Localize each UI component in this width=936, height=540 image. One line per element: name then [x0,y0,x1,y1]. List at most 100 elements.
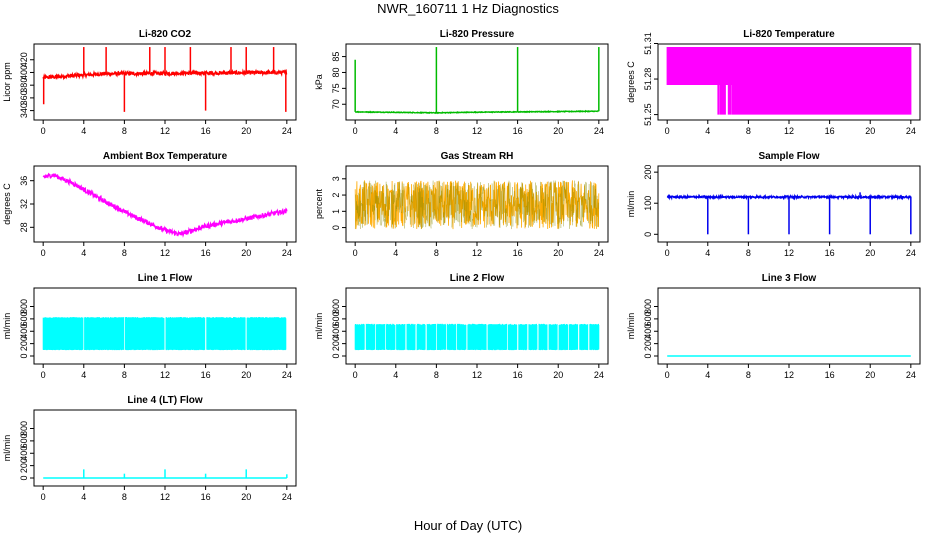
panel-pressure: Li-820 Pressure kPa 0 4 8 12 16 20 24 70 75 80 85 [314,29,609,136]
y-tick-label: 800 [19,421,29,436]
plot-frame [657,287,921,365]
series-ambient [42,172,288,238]
panel-line2: Line 2 Flow ml/min 0 4 8 12 16 20 24 0 20040060080… [314,273,609,380]
y-tick-label: 70 [331,99,341,109]
x-tick-label: 4 [393,126,398,136]
x-tick-label: 24 [906,370,916,380]
panel-title: Gas Stream RH [441,151,514,162]
y-tick-label: 400 [331,324,341,339]
y-tick-label: 200 [643,336,653,351]
y-tick-label: 0 [643,354,653,359]
x-tick-label: 0 [41,370,46,380]
x-tick-label: 16 [513,370,523,380]
y-tick-label: 360 [19,90,29,105]
x-tick-label: 24 [594,126,604,136]
panel-title: Sample Flow [758,151,819,162]
x-tick-label: 20 [553,248,563,258]
panel-title: Li-820 CO2 [139,29,192,40]
y-tick-label: 200 [643,165,653,180]
x-tick-label: 12 [784,126,794,136]
x-tick-label: 8 [434,370,439,380]
y-tick-label: 800 [643,299,653,314]
x-tick-label: 4 [81,248,86,258]
x-tick-label: 8 [122,248,127,258]
y-tick-label: 100 [643,196,653,211]
x-tick-label: 16 [201,492,211,502]
panel-line1: Line 1 Flow ml/min 0 4 8 12 16 20 24 0 20040060080… [2,273,297,380]
x-tick-label: 0 [665,370,670,380]
x-tick-label: 12 [160,370,170,380]
x-tick-label: 24 [282,492,292,502]
x-tick-label: 4 [705,370,710,380]
y-axis-label: Licor ppm [2,62,12,102]
x-tick-label: 16 [201,370,211,380]
x-tick-label: 12 [160,492,170,502]
x-tick-label: 16 [201,126,211,136]
panel-title: Line 1 Flow [138,273,193,284]
x-tick-label: 20 [865,248,875,258]
series-co2 [42,47,288,112]
x-tick-label: 12 [472,126,482,136]
y-tick-label: 80 [331,67,341,77]
x-tick-label: 20 [241,492,251,502]
panel-sampleflow: Sample Flow ml/min 0 4 8 12 16 20 24 0 100 200 [626,151,921,258]
y-tick-label: 3 [331,176,341,181]
x-tick-label: 16 [513,126,523,136]
y-axis-label: kPa [314,74,324,90]
data-series-secondary [355,180,599,230]
y-tick-label: 32 [19,199,29,209]
x-tick-label: 0 [41,126,46,136]
y-tick-label: 0 [19,354,29,359]
x-tick-label: 20 [865,370,875,380]
x-tick-label: 4 [705,248,710,258]
x-tick-label: 4 [81,370,86,380]
y-tick-label: 400 [643,324,653,339]
y-axis-label: ml/min [314,313,324,340]
y-tick-label: 200 [19,458,29,473]
y-tick-label: 420 [19,52,29,67]
y-tick-label: 400 [19,65,29,80]
y-tick-label: 600 [19,433,29,448]
x-tick-label: 8 [434,248,439,258]
y-tick-label: 800 [19,299,29,314]
x-tick-label: 8 [746,126,751,136]
y-tick-label: 0 [331,354,341,359]
x-tick-label: 16 [825,248,835,258]
y-tick-label: 0 [19,476,29,481]
panel-title: Ambient Box Temperature [103,151,228,162]
x-tick-label: 0 [353,248,358,258]
panel-title: Li-820 Pressure [440,29,515,40]
y-tick-label: 800 [331,299,341,314]
y-tick-label: 51.28 [643,68,653,91]
x-tick-label: 24 [282,126,292,136]
data-series [355,109,600,115]
y-tick-label: 75 [331,83,341,93]
x-tick-label: 0 [353,126,358,136]
page-title: NWR_160711 1 Hz Diagnostics [377,1,559,16]
y-axis-label: percent [314,188,324,219]
x-tick-label: 0 [665,126,670,136]
x-tick-label: 16 [825,370,835,380]
y-tick-label: 1 [331,209,341,214]
x-tick-label: 12 [160,126,170,136]
y-tick-label: 2 [331,193,341,198]
x-tick-label: 0 [353,370,358,380]
x-tick-label: 8 [434,126,439,136]
x-tick-label: 8 [122,492,127,502]
x-tick-label: 24 [282,248,292,258]
x-tick-label: 24 [906,248,916,258]
y-tick-label: 85 [331,52,341,62]
x-tick-label: 16 [201,248,211,258]
x-tick-label: 4 [393,248,398,258]
data-series [42,172,288,238]
x-tick-label: 12 [472,248,482,258]
y-tick-label: 28 [19,222,29,232]
panel-title: Li-820 Temperature [743,29,835,40]
x-tick-label: 16 [825,126,835,136]
panel-li820temp: Li-820 Temperature degrees C 0 4 8 12 16 20 24 51… [626,29,921,136]
x-tick-label: 16 [513,248,523,258]
y-tick-label: 600 [19,311,29,326]
series-line2 [354,323,600,351]
